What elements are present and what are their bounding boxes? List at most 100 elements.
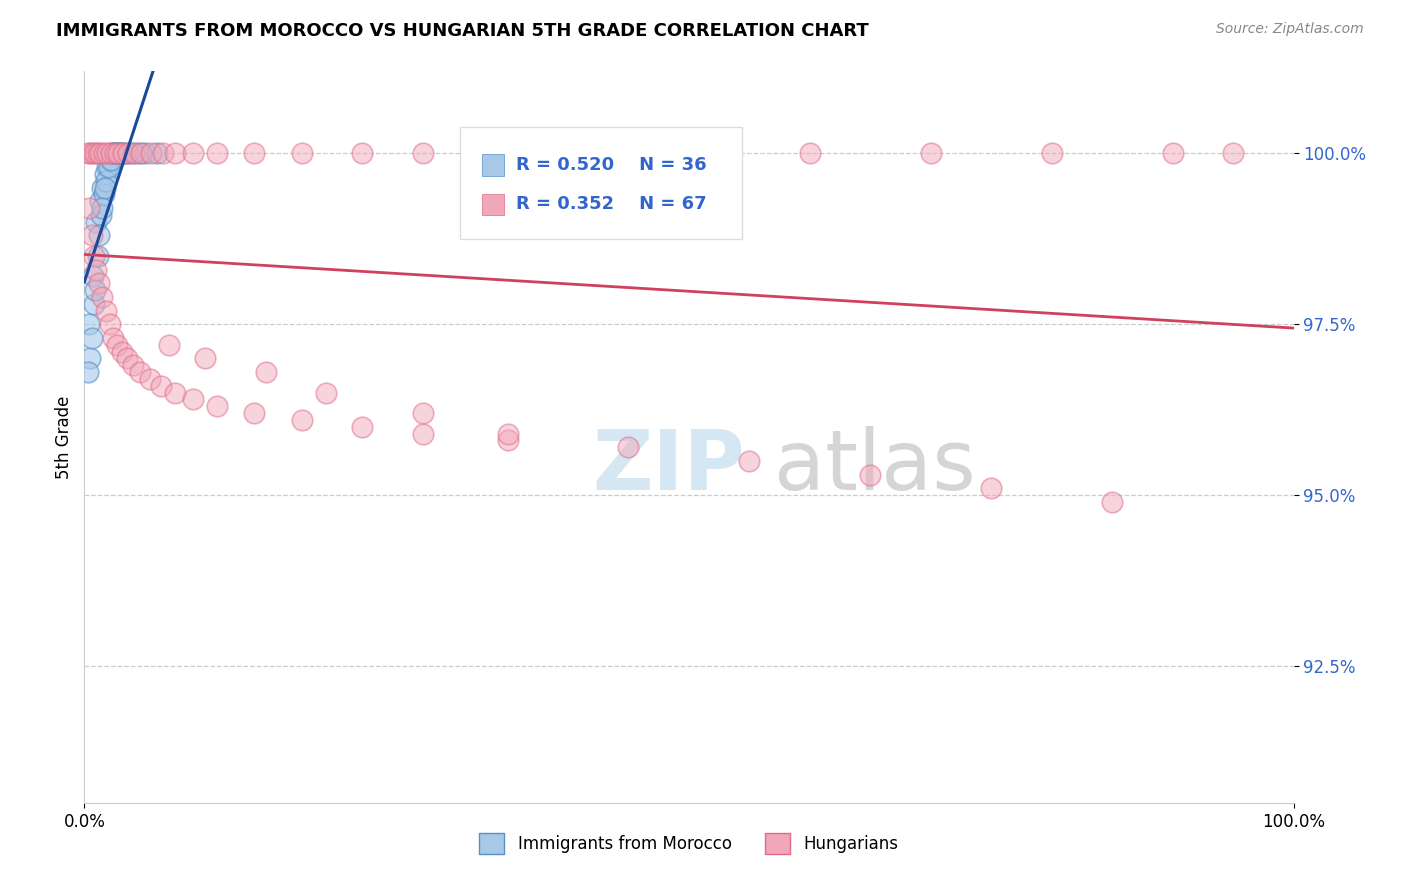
Point <box>98 318 121 332</box>
Point <box>86 249 108 263</box>
Point <box>207 146 229 161</box>
Point <box>91 180 114 194</box>
Point <box>98 153 121 168</box>
Point <box>94 174 117 188</box>
Point <box>104 146 127 161</box>
Point <box>165 146 187 161</box>
Point <box>121 146 143 161</box>
Point <box>111 146 134 161</box>
Point <box>117 146 139 161</box>
Point <box>93 187 115 202</box>
Point <box>242 146 264 161</box>
Point <box>496 146 519 161</box>
Text: R = 0.352    N = 67: R = 0.352 N = 67 <box>516 195 707 213</box>
Text: atlas: atlas <box>773 425 976 507</box>
Point <box>79 351 101 366</box>
Point <box>128 146 150 161</box>
Point <box>77 318 100 332</box>
Point <box>146 146 169 161</box>
Point <box>152 146 174 161</box>
Point <box>105 338 128 352</box>
Point <box>83 297 105 311</box>
Point <box>104 146 127 161</box>
Point <box>86 262 108 277</box>
Point <box>738 454 761 468</box>
Point <box>496 426 519 441</box>
Point <box>412 146 434 161</box>
Point <box>254 365 277 379</box>
Point <box>83 249 105 263</box>
Legend: Immigrants from Morocco, Hungarians: Immigrants from Morocco, Hungarians <box>472 827 905 860</box>
Point <box>112 146 135 161</box>
Point <box>412 426 434 441</box>
Point <box>101 146 124 161</box>
Point <box>117 146 139 161</box>
Point <box>77 201 100 215</box>
Bar <box>482 194 503 216</box>
Point <box>86 215 108 229</box>
Point <box>96 146 118 161</box>
Point <box>111 344 134 359</box>
Point <box>207 400 229 414</box>
Point <box>80 228 103 243</box>
Point <box>352 420 374 434</box>
Point <box>617 440 640 454</box>
Point <box>149 379 172 393</box>
Point <box>110 146 132 161</box>
Point <box>94 303 117 318</box>
Point <box>87 277 110 291</box>
Point <box>121 359 143 373</box>
Point <box>980 481 1002 495</box>
Point <box>93 146 115 161</box>
Point <box>84 283 107 297</box>
FancyBboxPatch shape <box>460 127 742 239</box>
Point <box>129 146 152 161</box>
Text: Source: ZipAtlas.com: Source: ZipAtlas.com <box>1216 22 1364 37</box>
Point <box>77 146 100 161</box>
Point <box>103 146 125 161</box>
Point <box>77 365 100 379</box>
Point <box>242 406 264 420</box>
Point <box>496 434 519 448</box>
Point <box>859 467 882 482</box>
Point <box>129 365 152 379</box>
Point <box>194 351 217 366</box>
Point <box>165 385 187 400</box>
Point <box>91 201 114 215</box>
Point <box>100 153 122 168</box>
Point <box>1222 146 1244 161</box>
Text: R = 0.520    N = 36: R = 0.520 N = 36 <box>516 156 707 174</box>
Point <box>134 146 156 161</box>
Point <box>291 413 314 427</box>
Point <box>920 146 942 161</box>
Point <box>103 331 125 345</box>
Point <box>89 194 111 209</box>
Point <box>90 208 112 222</box>
Point <box>107 146 129 161</box>
Point <box>157 338 180 352</box>
Point <box>291 146 314 161</box>
Y-axis label: 5th Grade: 5th Grade <box>55 395 73 479</box>
Point <box>315 385 337 400</box>
Point <box>1161 146 1184 161</box>
Point <box>80 331 103 345</box>
Point <box>86 146 108 161</box>
Point <box>105 146 128 161</box>
Point <box>181 392 204 407</box>
Text: IMMIGRANTS FROM MOROCCO VS HUNGARIAN 5TH GRADE CORRELATION CHART: IMMIGRANTS FROM MOROCCO VS HUNGARIAN 5TH… <box>56 22 869 40</box>
Bar <box>482 154 503 176</box>
Point <box>89 146 111 161</box>
Point <box>678 146 700 161</box>
Point <box>87 228 110 243</box>
Point <box>104 146 127 161</box>
Point <box>107 146 129 161</box>
Point <box>94 167 117 181</box>
Point <box>139 146 162 161</box>
Point <box>112 146 135 161</box>
Point <box>79 146 101 161</box>
Text: ZIP: ZIP <box>592 425 745 507</box>
Point <box>84 146 107 161</box>
Point <box>352 146 374 161</box>
Point <box>1040 146 1063 161</box>
Point <box>94 180 117 194</box>
